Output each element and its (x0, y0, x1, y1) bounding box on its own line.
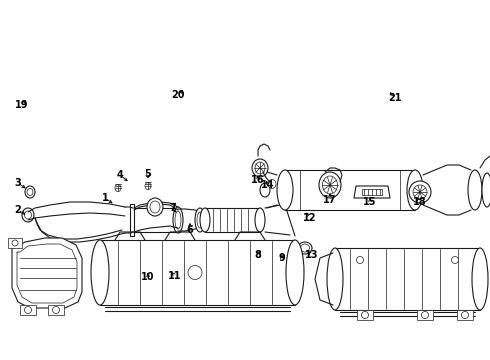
Ellipse shape (255, 208, 265, 232)
Text: 10: 10 (141, 272, 155, 282)
Ellipse shape (200, 208, 210, 232)
Ellipse shape (24, 306, 31, 314)
Ellipse shape (298, 242, 312, 254)
Text: 17: 17 (323, 195, 337, 205)
Text: 8: 8 (255, 250, 262, 260)
Ellipse shape (300, 244, 310, 252)
Ellipse shape (175, 211, 181, 229)
Ellipse shape (268, 180, 276, 189)
Text: 7: 7 (170, 203, 176, 213)
Ellipse shape (12, 240, 18, 246)
Ellipse shape (286, 240, 304, 305)
Ellipse shape (468, 170, 482, 210)
Ellipse shape (472, 248, 488, 310)
Text: 11: 11 (168, 271, 182, 281)
Text: 9: 9 (279, 253, 285, 263)
Ellipse shape (145, 183, 151, 189)
Ellipse shape (255, 162, 265, 174)
Polygon shape (12, 238, 82, 308)
Bar (48, 305, 64, 315)
Ellipse shape (407, 170, 423, 210)
Ellipse shape (482, 173, 490, 207)
Ellipse shape (147, 198, 163, 216)
Ellipse shape (115, 185, 121, 192)
Bar (417, 310, 433, 320)
Ellipse shape (177, 256, 193, 274)
Text: 21: 21 (388, 93, 402, 103)
Text: 5: 5 (145, 169, 151, 179)
Ellipse shape (125, 258, 135, 272)
Text: 13: 13 (305, 250, 319, 260)
Ellipse shape (188, 266, 202, 279)
Ellipse shape (362, 311, 368, 319)
Ellipse shape (52, 306, 59, 314)
Text: 20: 20 (171, 90, 185, 100)
Bar (100, 240, 295, 305)
Text: 15: 15 (363, 197, 377, 207)
Text: 12: 12 (303, 213, 317, 223)
Ellipse shape (451, 256, 459, 264)
Bar (8, 238, 22, 248)
Ellipse shape (413, 185, 427, 199)
Text: 19: 19 (15, 100, 29, 110)
Ellipse shape (195, 208, 205, 232)
Ellipse shape (162, 258, 168, 266)
Ellipse shape (22, 208, 34, 222)
Text: 6: 6 (187, 225, 194, 235)
Ellipse shape (319, 172, 341, 198)
Text: 16: 16 (251, 175, 265, 185)
Ellipse shape (24, 211, 31, 219)
Ellipse shape (260, 183, 270, 197)
Text: 3: 3 (15, 178, 22, 188)
Ellipse shape (327, 248, 343, 310)
Bar (357, 310, 373, 320)
Ellipse shape (252, 159, 268, 177)
Polygon shape (354, 186, 390, 198)
Bar (457, 310, 473, 320)
Ellipse shape (421, 311, 428, 319)
Text: 4: 4 (117, 170, 123, 180)
Text: 1: 1 (101, 193, 108, 203)
Ellipse shape (27, 189, 33, 195)
Text: 18: 18 (413, 197, 427, 207)
Ellipse shape (91, 240, 109, 305)
Ellipse shape (278, 246, 288, 254)
Ellipse shape (462, 311, 468, 319)
Ellipse shape (160, 256, 170, 268)
Ellipse shape (174, 253, 196, 277)
Ellipse shape (150, 201, 160, 213)
Bar (205, 208, 260, 232)
Ellipse shape (357, 256, 364, 264)
Ellipse shape (261, 245, 266, 251)
Polygon shape (362, 189, 382, 195)
Ellipse shape (322, 176, 338, 194)
Ellipse shape (276, 244, 290, 256)
Text: 2: 2 (15, 205, 22, 215)
Ellipse shape (409, 181, 431, 203)
Ellipse shape (197, 212, 203, 228)
Bar (335, 248, 480, 310)
Bar (20, 305, 36, 315)
Ellipse shape (25, 186, 35, 198)
Ellipse shape (173, 207, 183, 233)
Text: 14: 14 (261, 180, 275, 190)
Bar (285, 170, 415, 210)
Ellipse shape (277, 170, 293, 210)
